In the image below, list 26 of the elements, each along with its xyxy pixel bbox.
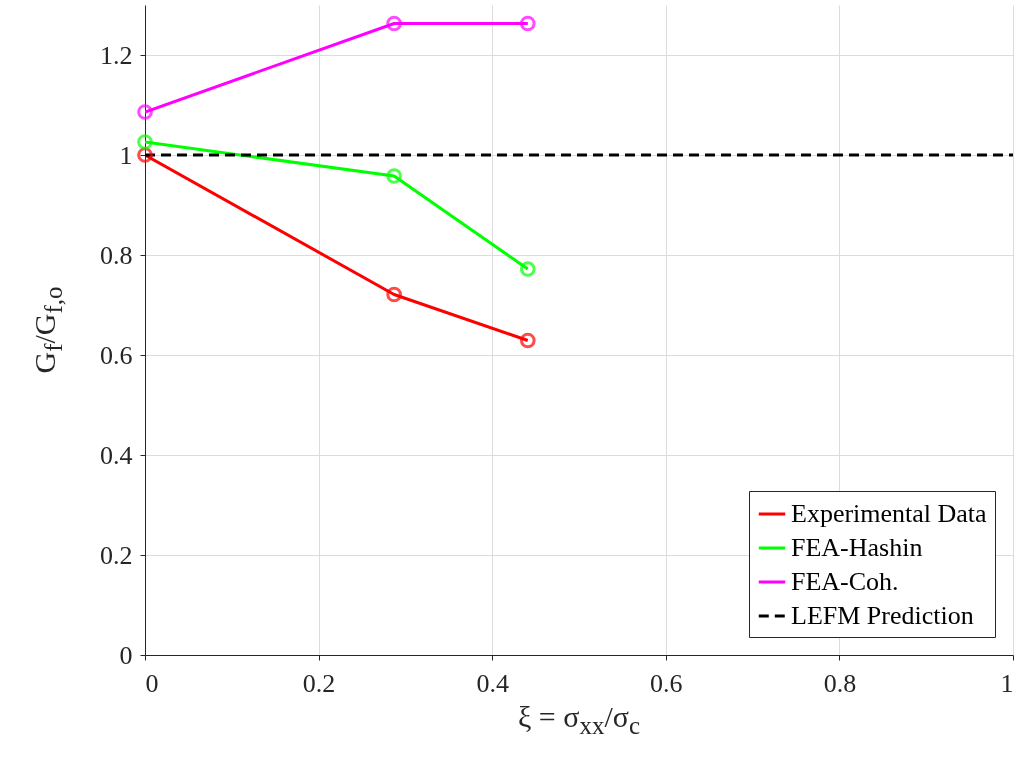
point xyxy=(519,261,536,277)
x-tick-label: 0.8 xyxy=(823,668,857,698)
point xyxy=(137,134,153,150)
x-tick-label: 0.4 xyxy=(476,668,509,698)
point xyxy=(137,104,153,120)
x-tick-label: 0 xyxy=(145,668,159,698)
y-tick-label: 1.2 xyxy=(100,40,133,70)
y-tick-label: 0.8 xyxy=(100,240,133,270)
legend-label: FEA-Coh. xyxy=(791,567,899,596)
point xyxy=(386,168,402,184)
point xyxy=(386,286,402,303)
x-tick-label: 1 xyxy=(1000,668,1014,698)
x-tick-label: 0.2 xyxy=(302,668,336,698)
y-tick-label: 0.4 xyxy=(100,440,133,470)
point xyxy=(519,15,536,32)
legend-label: LEFM Prediction xyxy=(791,601,974,630)
legend-label: Experimental Data xyxy=(791,499,988,528)
point xyxy=(519,332,536,349)
y-tick-label: 0 xyxy=(119,640,133,670)
point xyxy=(386,15,402,32)
x-tick-label: 0.6 xyxy=(650,668,683,698)
legend-label: FEA-Hashin xyxy=(791,533,923,562)
x-axis-title: ξ = σ$_{xx}$/σ$_{c}$ xyxy=(517,700,641,740)
y-tick-label: 0.6 xyxy=(100,340,133,370)
y-tick-label: 1 xyxy=(119,140,133,170)
y-tick-label: 0.2 xyxy=(100,540,133,570)
